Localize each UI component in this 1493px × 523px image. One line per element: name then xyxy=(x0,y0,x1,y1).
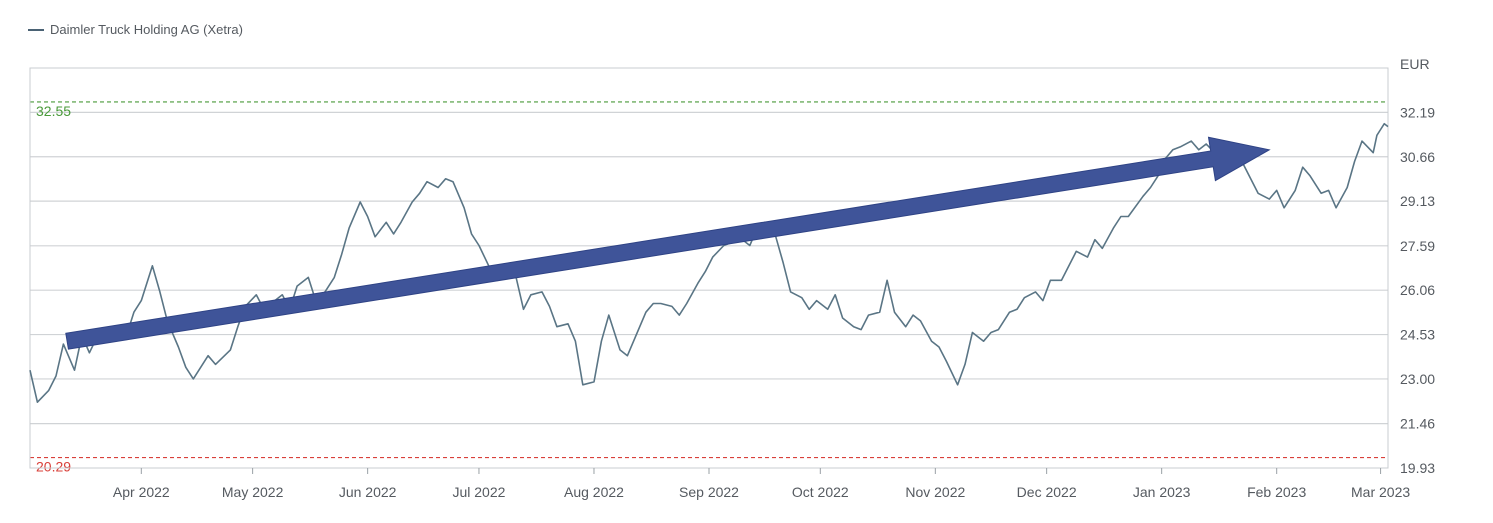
y-tick-label: 27.59 xyxy=(1400,238,1435,254)
trend-arrow xyxy=(65,136,1271,350)
x-tick-label: Feb 2023 xyxy=(1247,484,1306,500)
y-tick-label: 21.46 xyxy=(1400,416,1435,432)
x-tick-label: Aug 2022 xyxy=(564,484,624,500)
legend-label: Daimler Truck Holding AG (Xetra) xyxy=(50,22,243,37)
x-tick-label: Jun 2022 xyxy=(339,484,397,500)
legend-swatch xyxy=(28,28,44,31)
y-tick-label: 29.13 xyxy=(1400,193,1435,209)
currency-label: EUR xyxy=(1400,56,1430,72)
reference-line-label: 32.55 xyxy=(36,103,71,119)
reference-line-label: 20.29 xyxy=(36,459,71,475)
x-tick-label: Jan 2023 xyxy=(1133,484,1191,500)
x-axis: Apr 2022 May 2022 Jun 2022 Jul 2022 Aug 2022… xyxy=(113,468,1410,500)
trend-arrow-shape xyxy=(65,136,1271,350)
x-tick-label: Mar 2023 xyxy=(1351,484,1410,500)
y-tick-label: 26.06 xyxy=(1400,282,1435,298)
x-tick-label: Jul 2022 xyxy=(452,484,505,500)
y-tick-label: 24.53 xyxy=(1400,327,1435,343)
reference-lines: 32.55 20.29 xyxy=(30,101,1388,475)
y-axis: 32.19 30.66 29.13 27.59 26.06 24.53 23.00 21.46… xyxy=(1400,104,1435,476)
x-tick-label: Dec 2022 xyxy=(1017,484,1077,500)
y-tick-label: 23.00 xyxy=(1400,371,1435,387)
y-tick-label: 30.66 xyxy=(1400,149,1435,165)
y-tick-label: 32.19 xyxy=(1400,104,1435,120)
y-tick-label: 19.93 xyxy=(1400,460,1435,476)
x-tick-label: Oct 2022 xyxy=(792,484,849,500)
x-tick-label: Nov 2022 xyxy=(905,484,965,500)
x-tick-label: May 2022 xyxy=(222,484,284,500)
chart-legend[interactable]: Daimler Truck Holding AG (Xetra) xyxy=(28,22,243,37)
plot-frame xyxy=(29,67,1389,469)
x-tick-label: Apr 2022 xyxy=(113,484,170,500)
x-tick-label: Sep 2022 xyxy=(679,484,739,500)
